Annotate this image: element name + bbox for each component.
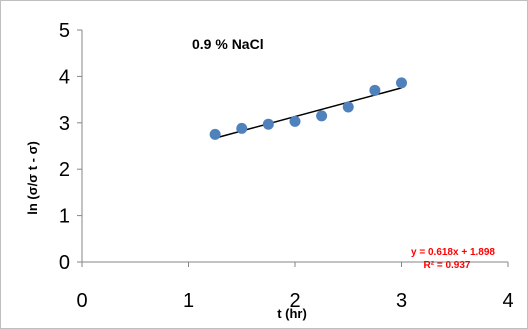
- data-point: [236, 122, 248, 134]
- ticks-layer: 0 1 2 3 4 5 0 1 2 3 4: [59, 20, 514, 312]
- data-point: [316, 110, 328, 122]
- points-layer: [209, 77, 407, 140]
- x-tick-label: 0: [76, 290, 87, 312]
- data-point: [342, 101, 354, 113]
- x-axis-title: t (hr): [277, 306, 307, 321]
- trendline-equation: y = 0.618x + 1.898: [411, 247, 495, 258]
- data-point: [369, 84, 381, 96]
- x-tick-label: 3: [396, 290, 407, 312]
- y-tick-label: 0: [59, 252, 70, 274]
- chart-title: 0.9 % NaCl: [192, 36, 264, 52]
- data-point: [209, 128, 221, 140]
- x-tick-label: 2: [289, 290, 300, 312]
- y-tick-label: 1: [59, 206, 70, 228]
- x-tick-label: 4: [502, 290, 513, 312]
- data-point: [396, 77, 407, 89]
- y-tick-label: 4: [59, 66, 70, 88]
- y-axis-title: ln (σ/σ t - σ): [25, 141, 40, 215]
- data-point: [289, 115, 301, 127]
- y-tick-label: 5: [59, 20, 70, 42]
- x-tick-label: 1: [183, 290, 194, 312]
- y-tick-label: 2: [59, 159, 70, 181]
- y-tick-label: 3: [59, 113, 70, 135]
- trendline-r-squared: R² = 0.937: [424, 260, 471, 271]
- axes-layer: [81, 30, 508, 263]
- data-point: [262, 118, 274, 130]
